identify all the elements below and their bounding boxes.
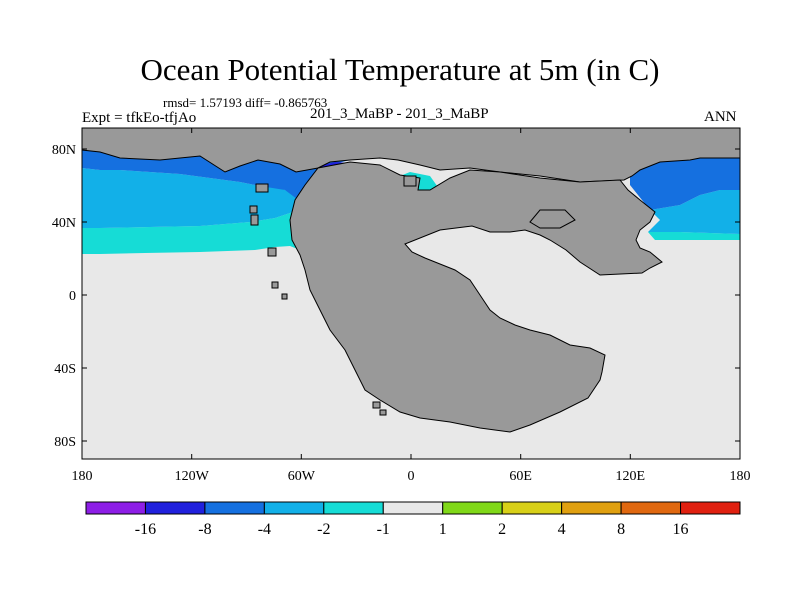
colorbar-swatch: [263, 501, 325, 515]
lat-label: 0: [69, 289, 76, 304]
colorbar-swatch: [620, 501, 682, 515]
colorbar-label: -2: [317, 521, 330, 538]
colorbar-swatch: [442, 501, 503, 515]
lon-label: 60W: [288, 469, 316, 484]
experiment-label: Expt = tfkEo-tfjAo: [82, 110, 197, 126]
case-label: 201_3_MaBP - 201_3_MaBP: [310, 106, 489, 122]
colorbar-label: 2: [498, 521, 506, 538]
colorbar-swatch: [323, 501, 384, 515]
colorbar-swatch: [501, 501, 563, 515]
axis-ticks: [81, 128, 741, 459]
island: [403, 175, 417, 187]
colorbar-swatch: [144, 501, 206, 515]
colorbar-label: 16: [673, 521, 689, 538]
land-arctic-north: [81, 127, 741, 183]
lon-label: 180: [72, 469, 93, 484]
colorbar-label: 8: [617, 521, 625, 538]
longitude-labels: 180 120W 60W 0 60E 120E 180: [72, 469, 751, 484]
island: [379, 409, 387, 416]
colorbar-label: -4: [258, 521, 271, 538]
season-label: ANN: [704, 109, 737, 125]
island: [267, 247, 277, 257]
land-main-continent: [289, 161, 663, 433]
colorbar-label: -16: [135, 521, 156, 538]
colorbar-swatch: [204, 501, 265, 515]
island: [372, 401, 381, 409]
lon-label: 120E: [616, 469, 646, 484]
figure-title: Ocean Potential Temperature at 5m (in C): [140, 52, 660, 87]
lon-label: 180: [730, 469, 751, 484]
colorbar: [85, 501, 741, 515]
lat-label: 40N: [52, 216, 76, 231]
land-inland-sea-rim: [529, 209, 576, 229]
colorbar-label: 1: [439, 521, 447, 538]
map-panel: [81, 127, 741, 460]
lon-label: 60E: [509, 469, 532, 484]
anomaly-east-blue: [630, 158, 740, 210]
land: [81, 127, 741, 433]
islands: [249, 175, 417, 416]
island: [255, 183, 269, 193]
anomaly-east-lightblue: [648, 190, 740, 234]
latitude-labels: 80N 40N 0 40S 80S: [52, 143, 76, 450]
lat-label: 80N: [52, 143, 76, 158]
lon-label: 120W: [175, 469, 210, 484]
lat-label: 80S: [54, 435, 76, 450]
stats-text: rmsd= 1.57193 diff= -0.865763: [163, 95, 328, 110]
colorbar-labels: -16 -8 -4 -2 -1 1 2 4 8 16: [135, 521, 689, 538]
colorbar-swatch: [382, 501, 444, 515]
island: [271, 281, 279, 289]
island: [250, 214, 259, 226]
lat-label: 40S: [54, 362, 76, 377]
anomaly-band-lightblue: [82, 168, 305, 228]
colorbar-swatch: [85, 501, 146, 515]
island: [249, 205, 258, 214]
lon-label: 0: [408, 469, 415, 484]
colorbar-label: -8: [198, 521, 211, 538]
anomaly-east-cyan: [648, 232, 740, 240]
colorbar-swatch: [680, 501, 741, 515]
colorbar-label: -1: [377, 521, 390, 538]
colorbar-label: 4: [558, 521, 566, 538]
colorbar-swatch: [561, 501, 622, 515]
island: [281, 293, 288, 300]
